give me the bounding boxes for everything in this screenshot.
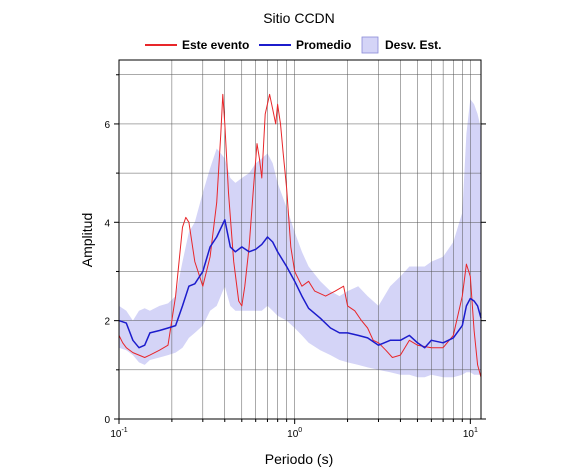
std-dev-band — [119, 99, 481, 378]
band-layer — [119, 99, 481, 378]
legend-event-label: Este evento — [182, 38, 249, 52]
x-axis-label: Periodo (s) — [265, 451, 333, 467]
legend-band-swatch — [361, 36, 379, 54]
y-tick-label: 0 — [104, 415, 110, 426]
legend: Este evento Promedio Desv. Est. — [145, 36, 441, 54]
x-tick-label: 100 — [287, 427, 302, 440]
event-line — [118, 93, 482, 378]
mean-line — [118, 219, 482, 349]
ticks: 0 2 4 6 10-1 100 101 — [104, 74, 486, 440]
series-layer — [118, 93, 482, 378]
plot-frame — [118, 59, 482, 420]
legend-band-label: Desv. Est. — [385, 38, 441, 52]
y-tick-label: 6 — [104, 120, 110, 131]
y-tick-label: 2 — [104, 317, 110, 328]
legend-mean-label: Promedio — [296, 38, 351, 52]
y-axis-label: Amplitud — [79, 213, 95, 267]
x-tick-label: 101 — [463, 427, 478, 440]
y-tick-label: 4 — [104, 218, 110, 229]
x-tick-label: 10-1 — [110, 427, 127, 440]
chart-title: Sitio CCDN — [263, 10, 335, 26]
